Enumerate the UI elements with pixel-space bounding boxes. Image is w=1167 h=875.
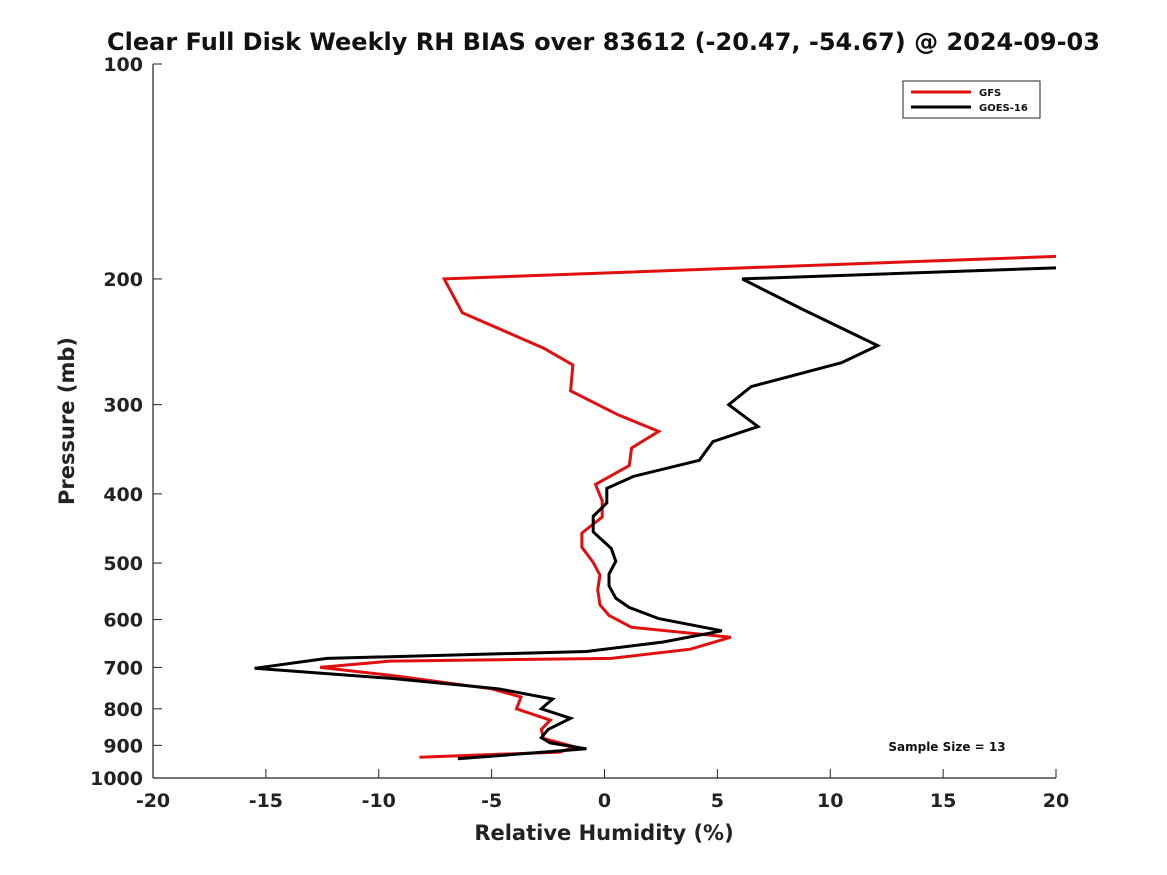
y-tick-label: 500 bbox=[103, 553, 143, 575]
legend-label: GFS bbox=[979, 88, 1001, 99]
legend-box bbox=[902, 80, 1041, 119]
x-tick-label: 15 bbox=[930, 790, 956, 812]
x-tick-label: 5 bbox=[711, 790, 724, 812]
x-tick-label: -5 bbox=[481, 790, 502, 812]
y-tick-label: 200 bbox=[103, 269, 143, 291]
x-tick-label: 20 bbox=[1043, 790, 1069, 812]
x-axis-title: Relative Humidity (%) bbox=[474, 821, 733, 845]
sample-size-annotation: Sample Size = 13 bbox=[888, 740, 1005, 754]
y-tick-label: 1000 bbox=[90, 768, 143, 790]
legend-label: GOES-16 bbox=[979, 103, 1028, 114]
y-tick-label: 800 bbox=[103, 699, 143, 721]
x-tick-label: -10 bbox=[362, 790, 396, 812]
series-line-gfs bbox=[319, 254, 1056, 759]
series-line-goes-16 bbox=[254, 266, 1056, 761]
legend: GFS GOES-16 bbox=[902, 80, 1041, 119]
series-layer bbox=[254, 254, 1056, 761]
y-tick-label: 900 bbox=[103, 735, 143, 757]
y-tick-label: 300 bbox=[103, 395, 143, 417]
axes: -20 -15 -10 -5 0 5 10 15 20 100 200 300 400 500 600 700… bbox=[90, 54, 1069, 812]
y-tick-label: 100 bbox=[103, 54, 143, 76]
x-tick-label: -20 bbox=[136, 790, 170, 812]
y-tick-label: 700 bbox=[103, 657, 143, 679]
x-tick-label: 0 bbox=[598, 790, 611, 812]
chart-title: Clear Full Disk Weekly RH BIAS over 8361… bbox=[107, 28, 1100, 56]
y-tick-label: 400 bbox=[103, 484, 143, 506]
x-tick-label: 10 bbox=[817, 790, 843, 812]
y-tick-label: 600 bbox=[103, 610, 143, 632]
y-axis-title: Pressure (mb) bbox=[55, 337, 79, 505]
x-tick-label: -15 bbox=[249, 790, 283, 812]
